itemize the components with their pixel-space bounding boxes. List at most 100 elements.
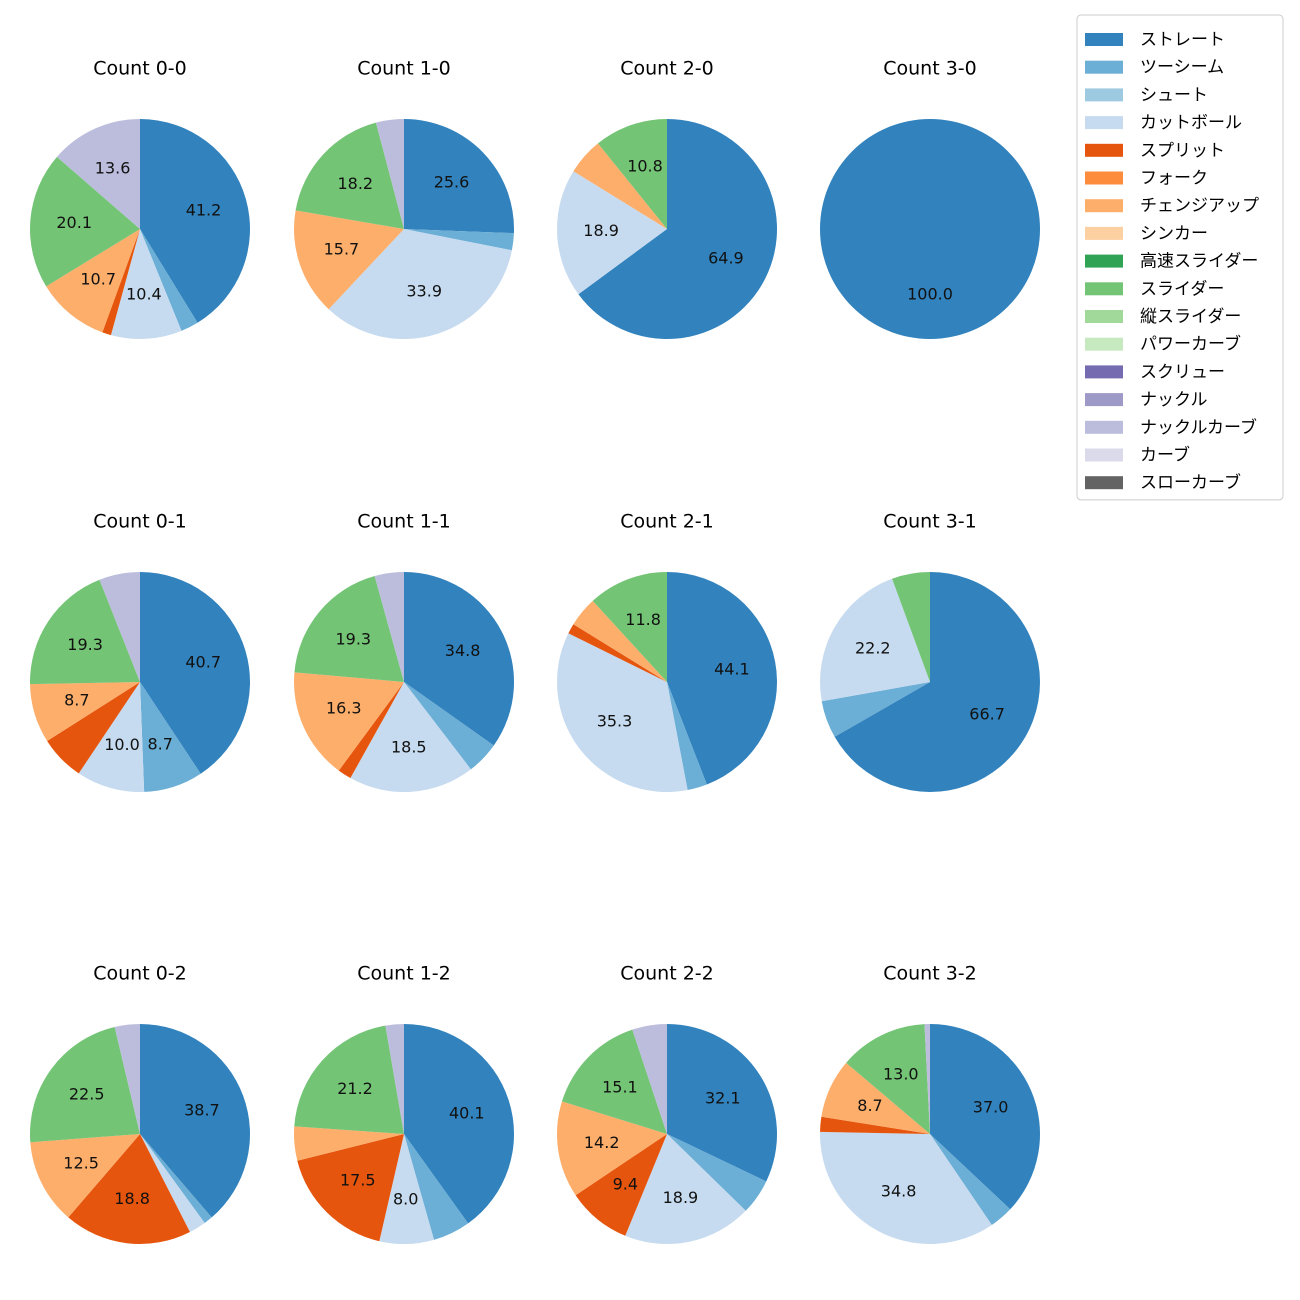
slice-label: 9.4 (613, 1175, 638, 1194)
slice-label: 32.1 (705, 1088, 741, 1107)
slice-label: 22.2 (855, 639, 891, 658)
pie-title: Count 2-1 (620, 511, 714, 533)
legend-entry: チェンジアップ (1140, 196, 1259, 216)
slice-label: 12.5 (63, 1153, 99, 1172)
pie-slice (140, 1024, 250, 1218)
legend-swatch (1085, 199, 1123, 213)
pie-title: Count 3-2 (883, 963, 977, 985)
pie-slice (667, 1134, 767, 1211)
legend: ストレートツーシームシュートカットボールスプリットフォークチェンジアップシンカー… (1076, 14, 1284, 501)
pie-count-0-2: Count 0-2 38.7 18.8 12.5 22.5 (29, 963, 250, 1244)
pie-slice (140, 1134, 212, 1223)
legend-entry: ツーシーム (1140, 58, 1224, 78)
pie-slice (294, 575, 404, 682)
pie-slice (114, 1024, 140, 1134)
slice-label: 100.0 (907, 285, 953, 304)
pie-slice (29, 1026, 140, 1143)
pie-slice (820, 1131, 992, 1245)
pie-slice (56, 119, 140, 229)
pie-slice (557, 633, 688, 792)
pie-slice (297, 1134, 404, 1242)
legend-swatch (1085, 33, 1123, 46)
slice-label: 10.0 (104, 735, 140, 754)
pie-slice (667, 1024, 777, 1182)
pie-slice (350, 682, 471, 793)
slice-label: 18.5 (391, 737, 427, 756)
pie-slice (78, 682, 145, 792)
pie-slice (30, 682, 140, 741)
legend-swatch (1085, 476, 1123, 490)
pie-slice (556, 1101, 667, 1196)
pie-count-0-0: Count 0-0 41.2 10.4 10.7 20.1 13.6 (30, 58, 251, 339)
slice-label: 20.1 (56, 213, 92, 232)
pie-slice (385, 1024, 404, 1134)
pie-count-1-2: Count 1-2 40.1 8.0 17.5 21.2 (293, 963, 515, 1244)
slice-label: 15.1 (602, 1077, 638, 1096)
legend-swatch (1085, 310, 1123, 323)
slice-label: 8.0 (393, 1190, 418, 1209)
legend-entry: ナックル (1140, 390, 1208, 410)
pie-slice (374, 572, 404, 682)
legend-swatch (1085, 226, 1123, 240)
slice-label: 38.7 (184, 1101, 220, 1120)
legend-entry: スプリット (1140, 141, 1225, 161)
pie-title: Count 2-2 (620, 963, 714, 985)
slice-label: 8.7 (64, 691, 89, 710)
slice-label: 13.6 (95, 158, 131, 177)
legend-entry: シュート (1140, 85, 1208, 105)
legend-entry: カットボール (1140, 113, 1242, 133)
pie-slice (821, 682, 930, 737)
legend-swatch (1085, 143, 1123, 157)
slice-label: 14.2 (584, 1133, 620, 1152)
slice-label: 18.8 (114, 1189, 150, 1208)
pie-slice (820, 1116, 930, 1134)
pie-slice (834, 572, 1040, 792)
pie-slice (102, 229, 140, 336)
legend-swatch (1085, 116, 1123, 130)
legend-entry: パワーカーブ (1140, 334, 1241, 355)
pie-slice (667, 572, 778, 785)
pie-slice (140, 229, 198, 331)
slice-label: 44.1 (714, 659, 750, 678)
legend-entry: 高速スライダー (1140, 252, 1258, 272)
pie-slice (30, 579, 140, 685)
pie-slice (338, 682, 404, 779)
pie-slice (294, 1025, 404, 1134)
legend-swatch (1085, 448, 1123, 462)
pie-slice (573, 600, 667, 682)
pie-slice (821, 1062, 930, 1134)
pie-title: Count 3-1 (883, 511, 977, 533)
pie-slice (820, 578, 930, 702)
pie-slice (930, 1134, 1011, 1225)
pie-slice (47, 682, 141, 774)
slice-label: 17.5 (340, 1171, 376, 1190)
pie-slice (294, 672, 404, 771)
slice-label: 18.9 (663, 1188, 699, 1207)
slice-label: 8.7 (147, 734, 172, 753)
slice-label: 10.8 (627, 156, 663, 175)
slice-label: 16.3 (326, 699, 362, 718)
pie-slice (404, 1024, 515, 1224)
pie-count-0-1: Count 0-1 40.7 8.7 10.0 8.7 19.3 (30, 511, 251, 792)
pie-slice (295, 122, 404, 229)
slice-label: 40.7 (185, 653, 221, 672)
slice-label: 64.9 (708, 248, 744, 267)
pie-slice (30, 1134, 141, 1218)
legend-swatch (1085, 337, 1123, 351)
slice-label: 15.7 (324, 240, 360, 259)
legend-frame (1076, 14, 1284, 501)
pie-count-2-2: Count 2-2 32.1 18.9 9.4 14.2 15.1 (556, 963, 777, 1245)
pie-title: Count 2-0 (620, 58, 714, 80)
pie-slice (578, 119, 778, 339)
legend-swatch (1085, 282, 1123, 296)
slice-label: 41.2 (186, 201, 222, 220)
pie-slice (404, 1134, 469, 1240)
pie-slice (404, 572, 515, 746)
legend-swatch (1085, 60, 1123, 74)
legend-swatch (1085, 365, 1123, 379)
pie-title: Count 1-2 (357, 963, 451, 985)
legend-swatch (1085, 171, 1123, 185)
slice-label: 33.9 (406, 281, 442, 300)
pie-slice (575, 1134, 667, 1236)
pie-slice (294, 210, 404, 310)
